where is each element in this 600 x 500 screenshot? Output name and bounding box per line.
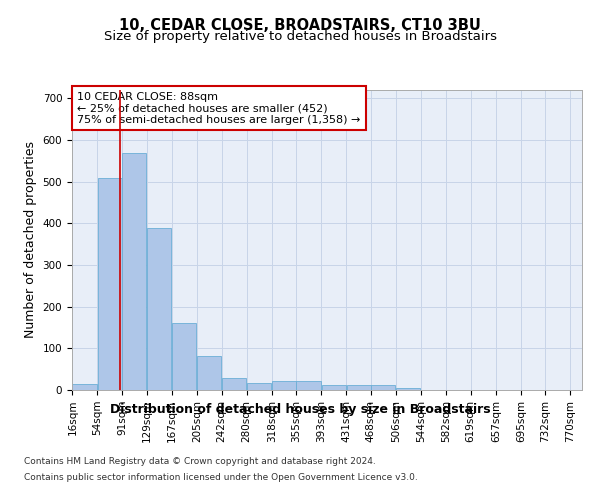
Bar xyxy=(272,381,296,390)
Bar xyxy=(296,381,320,390)
Bar xyxy=(222,378,246,390)
Text: Distribution of detached houses by size in Broadstairs: Distribution of detached houses by size … xyxy=(110,402,490,415)
Bar xyxy=(172,324,196,390)
Text: 10 CEDAR CLOSE: 88sqm
← 25% of detached houses are smaller (452)
75% of semi-det: 10 CEDAR CLOSE: 88sqm ← 25% of detached … xyxy=(77,92,361,124)
Bar xyxy=(396,388,421,390)
Text: Contains HM Land Registry data © Crown copyright and database right 2024.: Contains HM Land Registry data © Crown c… xyxy=(24,458,376,466)
Bar xyxy=(247,382,271,390)
Bar xyxy=(371,386,395,390)
Bar xyxy=(98,178,122,390)
Text: 10, CEDAR CLOSE, BROADSTAIRS, CT10 3BU: 10, CEDAR CLOSE, BROADSTAIRS, CT10 3BU xyxy=(119,18,481,32)
Bar xyxy=(73,384,97,390)
Y-axis label: Number of detached properties: Number of detached properties xyxy=(24,142,37,338)
Text: Size of property relative to detached houses in Broadstairs: Size of property relative to detached ho… xyxy=(104,30,497,43)
Bar xyxy=(122,152,146,390)
Text: Contains public sector information licensed under the Open Government Licence v3: Contains public sector information licen… xyxy=(24,472,418,482)
Bar xyxy=(197,356,221,390)
Bar xyxy=(322,386,346,390)
Bar xyxy=(347,386,371,390)
Bar xyxy=(147,228,171,390)
